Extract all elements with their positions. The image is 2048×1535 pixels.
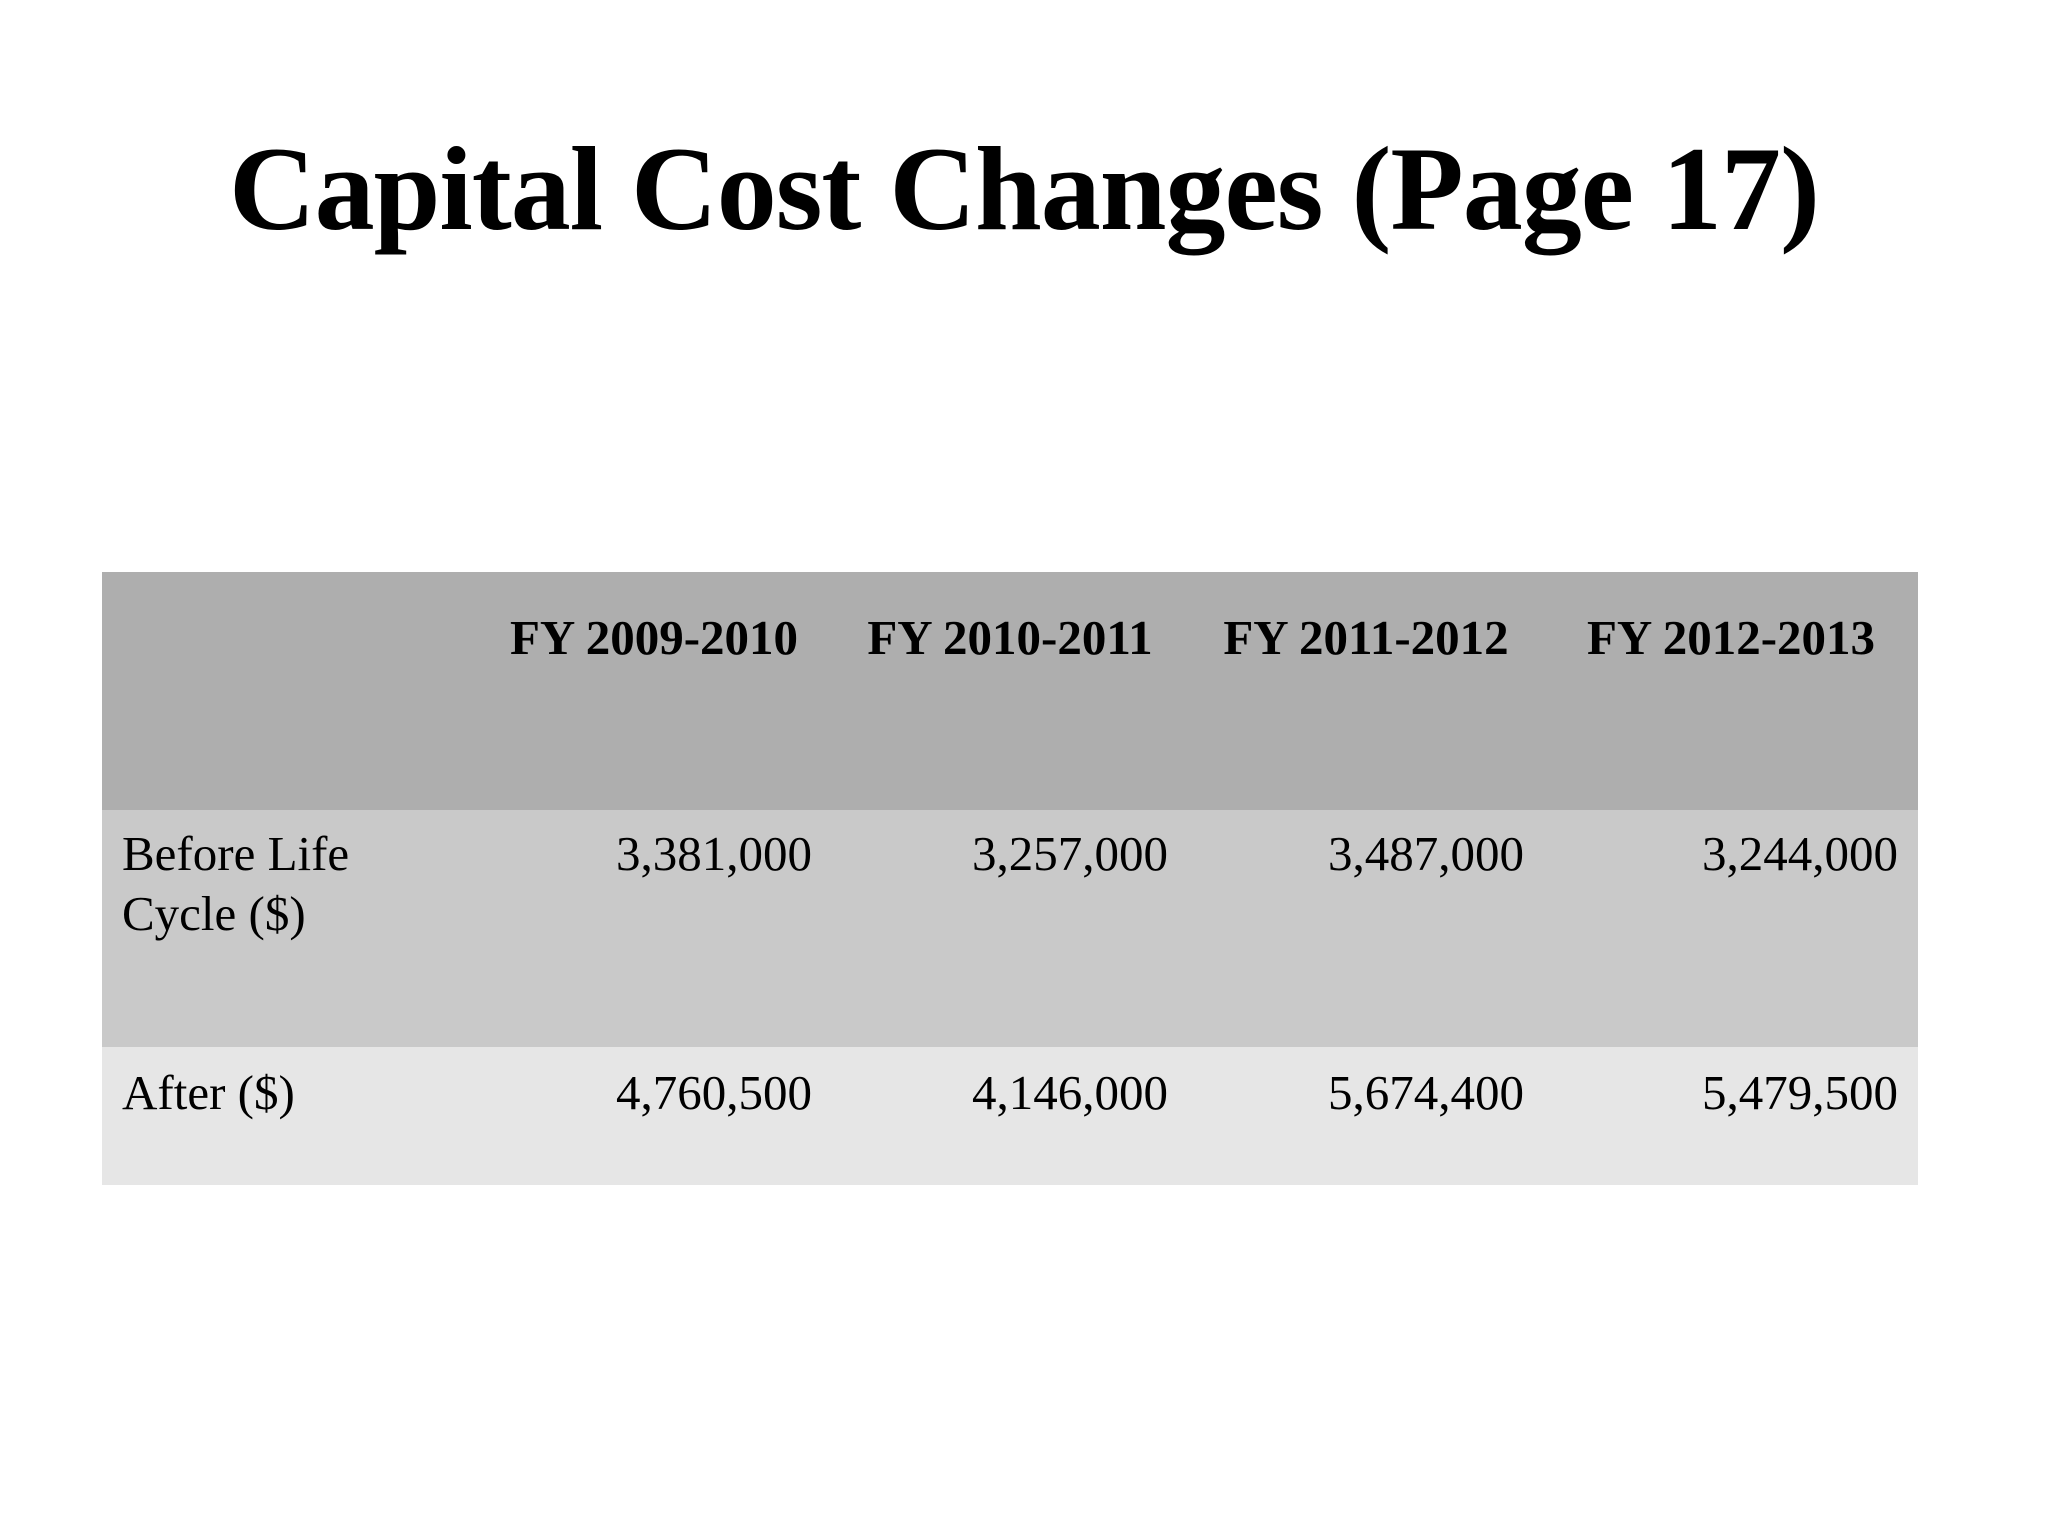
before-value-fy-2009-2010: 3,381,000: [476, 810, 832, 1047]
table-header-fy-2012-2013: FY 2012-2013: [1544, 572, 1918, 810]
after-value-fy-2010-2011: 4,146,000: [832, 1047, 1188, 1185]
slide-title: Capital Cost Changes (Page 17): [229, 122, 1820, 255]
after-value-fy-2009-2010: 4,760,500: [476, 1047, 832, 1185]
table-header-fy-2011-2012: FY 2011-2012: [1188, 572, 1544, 810]
before-value-fy-2011-2012: 3,487,000: [1188, 810, 1544, 1047]
before-value-fy-2012-2013: 3,244,000: [1544, 810, 1918, 1047]
after-value-fy-2012-2013: 5,479,500: [1544, 1047, 1918, 1185]
table-header-fy-2009-2010: FY 2009-2010: [476, 572, 832, 810]
table-header-row: FY 2009-2010 FY 2010-2011 FY 2011-2012 F…: [102, 572, 1918, 810]
table-header-fy-2010-2011: FY 2010-2011: [832, 572, 1188, 810]
table-row-before-life-cycle: Before Life Cycle ($) 3,381,000 3,257,00…: [102, 810, 1918, 1047]
row-label-before-life-cycle: Before Life Cycle ($): [102, 810, 476, 1047]
table-row-after: After ($) 4,760,500 4,146,000 5,674,400 …: [102, 1047, 1918, 1185]
capital-cost-table: FY 2009-2010 FY 2010-2011 FY 2011-2012 F…: [102, 572, 1918, 1185]
table-header-row-label-spacer: [102, 572, 476, 810]
after-value-fy-2011-2012: 5,674,400: [1188, 1047, 1544, 1185]
before-value-fy-2010-2011: 3,257,000: [832, 810, 1188, 1047]
row-label-after: After ($): [102, 1047, 476, 1185]
